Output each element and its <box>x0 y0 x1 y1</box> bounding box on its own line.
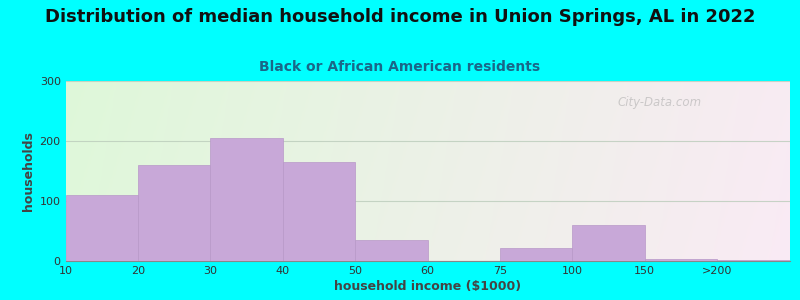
Bar <box>718 260 790 261</box>
Bar <box>573 225 645 261</box>
Text: Black or African American residents: Black or African American residents <box>259 60 541 74</box>
Text: Distribution of median household income in Union Springs, AL in 2022: Distribution of median household income … <box>45 8 755 26</box>
Bar <box>645 259 718 261</box>
X-axis label: household income ($1000): household income ($1000) <box>334 280 521 293</box>
Text: City-Data.com: City-Data.com <box>618 96 702 109</box>
Bar <box>66 195 138 261</box>
Y-axis label: households: households <box>22 131 35 211</box>
Bar <box>500 248 573 261</box>
Bar <box>283 162 355 261</box>
Bar <box>355 240 428 261</box>
Bar <box>210 138 283 261</box>
Bar <box>138 165 210 261</box>
